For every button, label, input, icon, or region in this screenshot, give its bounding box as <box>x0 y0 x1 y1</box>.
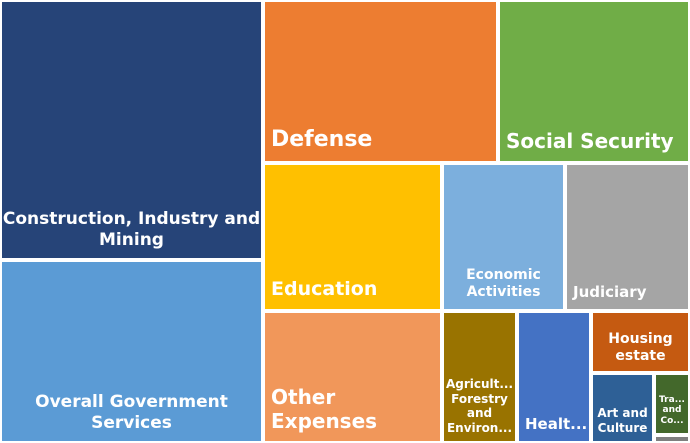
tile-agriculture: Agricult... Forestry and Environ... <box>442 311 517 443</box>
tile-housing-estate: Housing estate <box>591 311 690 373</box>
tile-health: Healt... <box>517 311 591 443</box>
tile-education: Education <box>263 163 442 311</box>
tile-judiciary: Judiciary <box>565 163 690 311</box>
tile-small-gray <box>654 435 690 443</box>
tile-economic-activities: Economic Activities <box>442 163 565 311</box>
tile-other-expenses: Other Expenses <box>263 311 442 443</box>
tile-education-label: Education <box>271 278 378 301</box>
tile-economic-activities-label: Economic Activities <box>466 267 541 301</box>
tile-transport: Tra... and Co... <box>654 373 690 435</box>
tile-other-expenses-label: Other Expenses <box>271 385 378 433</box>
tile-health-label: Healt... <box>525 415 588 433</box>
tile-art-culture: Art and Culture <box>591 373 654 443</box>
tile-government-services-label: Overall Government Services <box>35 392 228 433</box>
tile-art-culture-label: Art and Culture <box>597 406 648 435</box>
tile-government-services: Overall Government Services <box>0 260 263 443</box>
tile-housing-estate-label: Housing estate <box>608 331 673 365</box>
tile-social-security: Social Security <box>498 0 690 163</box>
tile-defense-label: Defense <box>271 126 373 152</box>
tile-construction: Construction, Industry and Mining <box>0 0 263 260</box>
tile-judiciary-label: Judiciary <box>573 283 647 301</box>
tile-defense: Defense <box>263 0 498 163</box>
tile-social-security-label: Social Security <box>506 129 674 153</box>
tile-transport-label: Tra... and Co... <box>659 394 685 427</box>
tile-agriculture-label: Agricult... Forestry and Environ... <box>445 377 514 435</box>
tile-construction-label: Construction, Industry and Mining <box>2 209 261 250</box>
